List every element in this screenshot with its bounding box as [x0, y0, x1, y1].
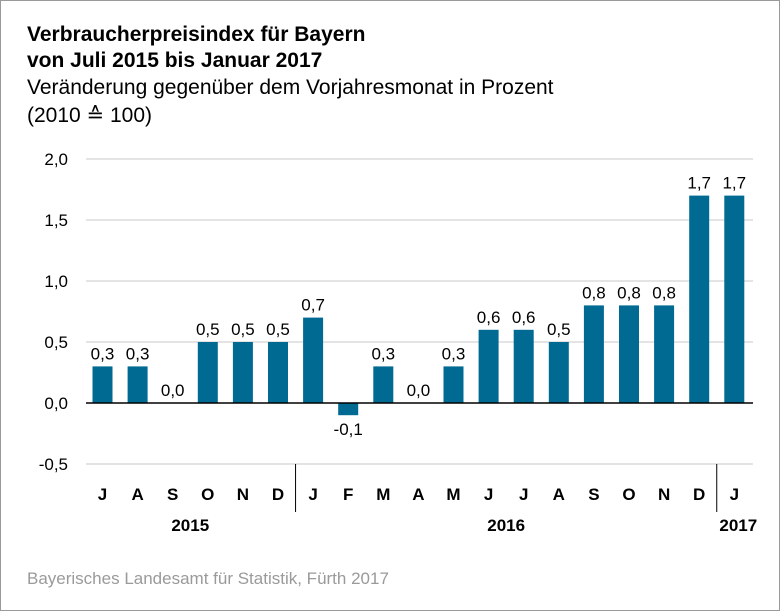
chart-subtitle: Veränderung gegenüber dem Vorjahresmonat… — [27, 76, 554, 99]
bar — [654, 305, 675, 403]
x-tick-label: S — [167, 485, 178, 504]
data-label: 0,5 — [231, 320, 255, 339]
data-label: 1,7 — [687, 174, 711, 193]
bar — [548, 342, 569, 403]
year-label: 2016 — [487, 516, 525, 535]
y-tick-label: 2,0 — [44, 150, 68, 169]
data-label: 0,6 — [477, 308, 501, 327]
x-tick-label: N — [658, 485, 670, 504]
bar — [303, 317, 324, 403]
bar — [724, 195, 745, 403]
data-label: 0,5 — [547, 320, 571, 339]
y-tick-label: 0,0 — [44, 394, 68, 413]
base-year-note: (2010 ≙ 100) — [27, 104, 153, 127]
x-tick-label: A — [553, 485, 565, 504]
bar — [127, 366, 148, 403]
bar — [373, 366, 394, 403]
x-tick-label: M — [446, 485, 460, 504]
x-tick-label: S — [588, 485, 599, 504]
x-tick-label: N — [237, 485, 249, 504]
bar — [478, 329, 499, 403]
bar — [583, 305, 604, 403]
data-label: -0,1 — [334, 420, 363, 439]
bar — [232, 342, 253, 403]
y-tick-label: 0,5 — [44, 333, 68, 352]
chart-title-line-1: Verbraucherpreisindex für Bayern — [27, 23, 366, 46]
bar — [92, 366, 113, 403]
x-tick-label: J — [308, 485, 317, 504]
x-tick-label: F — [343, 485, 353, 504]
x-tick-label: M — [376, 485, 390, 504]
data-label: 0,3 — [371, 344, 395, 363]
x-tick-label: J — [519, 485, 528, 504]
y-tick-label: -0,5 — [39, 455, 68, 474]
data-label: 0,6 — [512, 308, 536, 327]
data-label: 0,7 — [301, 296, 325, 315]
data-label: 0,3 — [126, 344, 150, 363]
data-label: 0,0 — [161, 381, 185, 400]
data-label: 0,8 — [617, 283, 641, 302]
x-tick-label: J — [98, 485, 107, 504]
x-tick-label: D — [272, 485, 284, 504]
bar — [689, 195, 710, 403]
data-label: 0,8 — [652, 283, 676, 302]
bar-chart: -0,5 0,0 0,5 1,0 1,5 2,0 0,3 0,3 0,0 0,5 0,5 0,5 0,7… — [39, 150, 758, 535]
x-tick-label: D — [693, 485, 705, 504]
x-tick-label: A — [131, 485, 143, 504]
data-label: 0,3 — [91, 344, 115, 363]
y-tick-label: 1,5 — [44, 211, 68, 230]
data-label: 0,0 — [407, 381, 431, 400]
year-label: 2015 — [171, 516, 209, 535]
bar — [268, 342, 288, 403]
data-label: 1,7 — [722, 174, 746, 193]
bar — [619, 305, 639, 403]
data-label: 0,5 — [196, 320, 220, 339]
data-label: 0,3 — [442, 344, 466, 363]
y-tick-label: 1,0 — [44, 272, 68, 291]
data-label: 0,5 — [266, 320, 290, 339]
x-tick-label: O — [622, 485, 635, 504]
x-tick-label: A — [412, 485, 424, 504]
source-note: Bayerisches Landesamt für Statistik, Für… — [27, 569, 389, 588]
bar — [197, 342, 218, 403]
year-label: 2017 — [719, 516, 757, 535]
data-label: 0,8 — [582, 283, 606, 302]
x-tick-label: J — [730, 485, 739, 504]
x-tick-label: J — [484, 485, 493, 504]
x-tick-label: O — [201, 485, 214, 504]
chart-title-line-2: von Juli 2015 bis Januar 2017 — [27, 49, 323, 72]
bar — [338, 403, 359, 416]
bar — [443, 366, 464, 403]
bar — [513, 329, 534, 403]
